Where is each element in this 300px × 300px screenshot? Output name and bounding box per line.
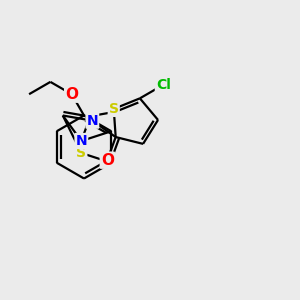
Text: N: N	[86, 114, 98, 128]
Text: O: O	[101, 153, 114, 168]
Text: Cl: Cl	[156, 78, 171, 92]
Text: N: N	[76, 134, 87, 148]
Text: S: S	[76, 146, 86, 160]
Text: S: S	[109, 102, 119, 116]
Text: O: O	[65, 87, 78, 102]
